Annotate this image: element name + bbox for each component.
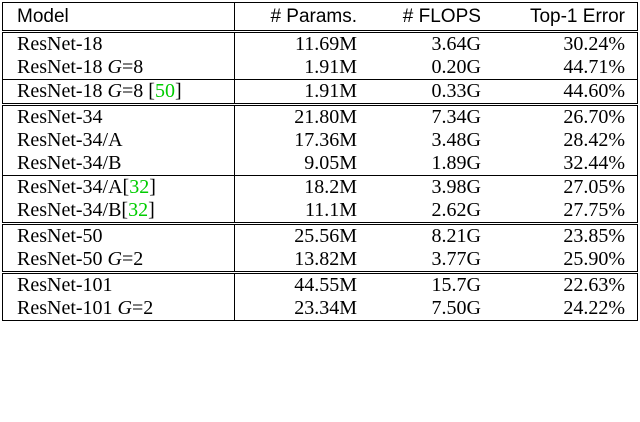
model-text: ResNet-34/A[ xyxy=(17,176,130,198)
value-cell: 17.36M xyxy=(294,129,358,151)
model-text: ResNet-50 xyxy=(17,225,103,247)
value-cell: 1.91M xyxy=(304,56,358,78)
value-cell: 25.90% xyxy=(563,248,625,270)
column-header: Model xyxy=(2,2,235,32)
column-header: Top-1 Error xyxy=(529,6,625,27)
model-text: =8 [ xyxy=(122,80,155,102)
model-text: ResNet-18 xyxy=(17,33,103,55)
value-cell: 25.56M xyxy=(234,222,370,248)
column-header: # Params. xyxy=(270,6,358,27)
model-text: ] xyxy=(148,199,155,221)
model-text: ResNet-101 xyxy=(17,297,118,319)
table-row: ResNet-18 11.69M 3.64G 30.24% xyxy=(2,30,638,56)
table-row: ResNet-50 G=2 13.82M 3.77G 25.90% xyxy=(2,248,638,273)
value-cell: 44.71% xyxy=(563,56,625,78)
table-row: ResNet-34/B[32] 11.1M 2.62G 27.75% xyxy=(2,199,638,224)
table-row: ResNet-34 21.80M 7.34G 26.70% xyxy=(2,103,638,129)
model-text: =8 xyxy=(122,56,144,78)
model-cell: ResNet-50 xyxy=(2,222,235,248)
value-cell: 7.50G xyxy=(431,297,481,319)
model-text: ResNet-18 xyxy=(17,56,108,78)
model-text: G xyxy=(107,80,122,102)
header-row: Model # Params. # FLOPS Top-1 Error xyxy=(2,2,638,32)
value-cell: 2.62G xyxy=(431,199,481,221)
citation: 32 xyxy=(129,176,150,198)
model-cell: ResNet-101 xyxy=(2,271,235,297)
table-row: ResNet-34/B 9.05M 1.89G 32.44% xyxy=(2,152,638,176)
model-cell: ResNet-34/B[32] xyxy=(2,199,235,224)
value-cell: 21.80M xyxy=(234,103,370,129)
model-cell: ResNet-34 xyxy=(2,103,235,129)
model-text: ResNet-34/A xyxy=(17,129,123,151)
table-header: Model # Params. # FLOPS Top-1 Error xyxy=(2,2,638,32)
value-cell: 0.33G xyxy=(369,79,493,105)
model-text: G xyxy=(107,56,122,78)
model-cell: ResNet-34/A[32] xyxy=(2,175,235,199)
value-cell: 3.64G xyxy=(369,30,493,56)
table-row: ResNet-101 44.55M 15.7G 22.63% xyxy=(2,271,638,297)
citation: 50 xyxy=(154,80,175,102)
table-body: ResNet-18 11.69M 3.64G 30.24% ResNet-18 G=8 1… xyxy=(2,30,638,321)
value-cell: 28.42% xyxy=(563,129,625,151)
value-cell: 24.22% xyxy=(563,297,625,319)
value-cell: 30.24% xyxy=(492,30,638,56)
value-cell: 1.91M xyxy=(234,79,370,105)
value-cell: 9.05M xyxy=(304,152,358,174)
model-text: ResNet-50 xyxy=(17,248,108,270)
value-cell: 11.69M xyxy=(234,30,370,56)
table-row: ResNet-18 G=8 [50] 1.91M 0.33G 44.60% xyxy=(2,79,638,105)
model-text: ] xyxy=(149,176,156,198)
page: Model # Params. # FLOPS Top-1 Error ResNet-… xyxy=(2,2,638,321)
model-text: G xyxy=(107,248,122,270)
model-text: ResNet-101 xyxy=(17,274,113,296)
model-text: G xyxy=(117,297,132,319)
model-cell: ResNet-50 G=2 xyxy=(2,248,235,273)
value-cell: 3.98G xyxy=(369,175,493,199)
value-cell: 0.20G xyxy=(431,56,481,78)
model-text: ResNet-18 xyxy=(17,80,108,102)
model-text: ResNet-34/B xyxy=(17,152,122,174)
model-cell: ResNet-34/A xyxy=(2,129,235,152)
value-cell: 23.34M xyxy=(294,297,358,319)
value-cell: 23.85% xyxy=(492,222,638,248)
value-cell: 13.82M xyxy=(294,248,358,270)
model-text: =2 xyxy=(132,297,154,319)
model-cell: ResNet-18 G=8 [50] xyxy=(2,79,235,105)
value-cell: 27.05% xyxy=(492,175,638,199)
value-cell: 3.48G xyxy=(431,129,481,151)
value-cell: 27.75% xyxy=(563,199,625,221)
value-cell: 22.63% xyxy=(492,271,638,297)
table-row: ResNet-34/A 17.36M 3.48G 28.42% xyxy=(2,129,638,152)
model-text: ResNet-34/B[ xyxy=(17,199,129,221)
model-text: =2 xyxy=(122,248,144,270)
value-cell: 7.34G xyxy=(369,103,493,129)
model-text: ResNet-34 xyxy=(17,106,103,128)
model-text: ] xyxy=(174,80,182,102)
value-cell: 44.55M xyxy=(234,271,370,297)
value-cell: 1.89G xyxy=(431,152,481,174)
model-cell: ResNet-34/B xyxy=(2,152,235,176)
table-row: ResNet-18 G=8 1.91M 0.20G 44.71% xyxy=(2,56,638,80)
model-cell: ResNet-18 G=8 xyxy=(2,56,235,80)
column-header: # FLOPS xyxy=(402,6,481,27)
table-row: ResNet-101 G=2 23.34M 7.50G 24.22% xyxy=(2,297,638,321)
citation: 32 xyxy=(128,199,149,221)
model-cell: ResNet-101 G=2 xyxy=(2,297,235,321)
value-cell: 3.77G xyxy=(431,248,481,270)
value-cell: 8.21G xyxy=(369,222,493,248)
table-row: ResNet-50 25.56M 8.21G 23.85% xyxy=(2,222,638,248)
value-cell: 32.44% xyxy=(563,152,625,174)
results-table: Model # Params. # FLOPS Top-1 Error ResNet-… xyxy=(2,2,638,321)
value-cell: 26.70% xyxy=(492,103,638,129)
value-cell: 44.60% xyxy=(492,79,638,105)
value-cell: 11.1M xyxy=(304,199,358,221)
value-cell: 18.2M xyxy=(234,175,370,199)
model-cell: ResNet-18 xyxy=(2,30,235,56)
table-row: ResNet-34/A[32] 18.2M 3.98G 27.05% xyxy=(2,175,638,199)
value-cell: 15.7G xyxy=(369,271,493,297)
